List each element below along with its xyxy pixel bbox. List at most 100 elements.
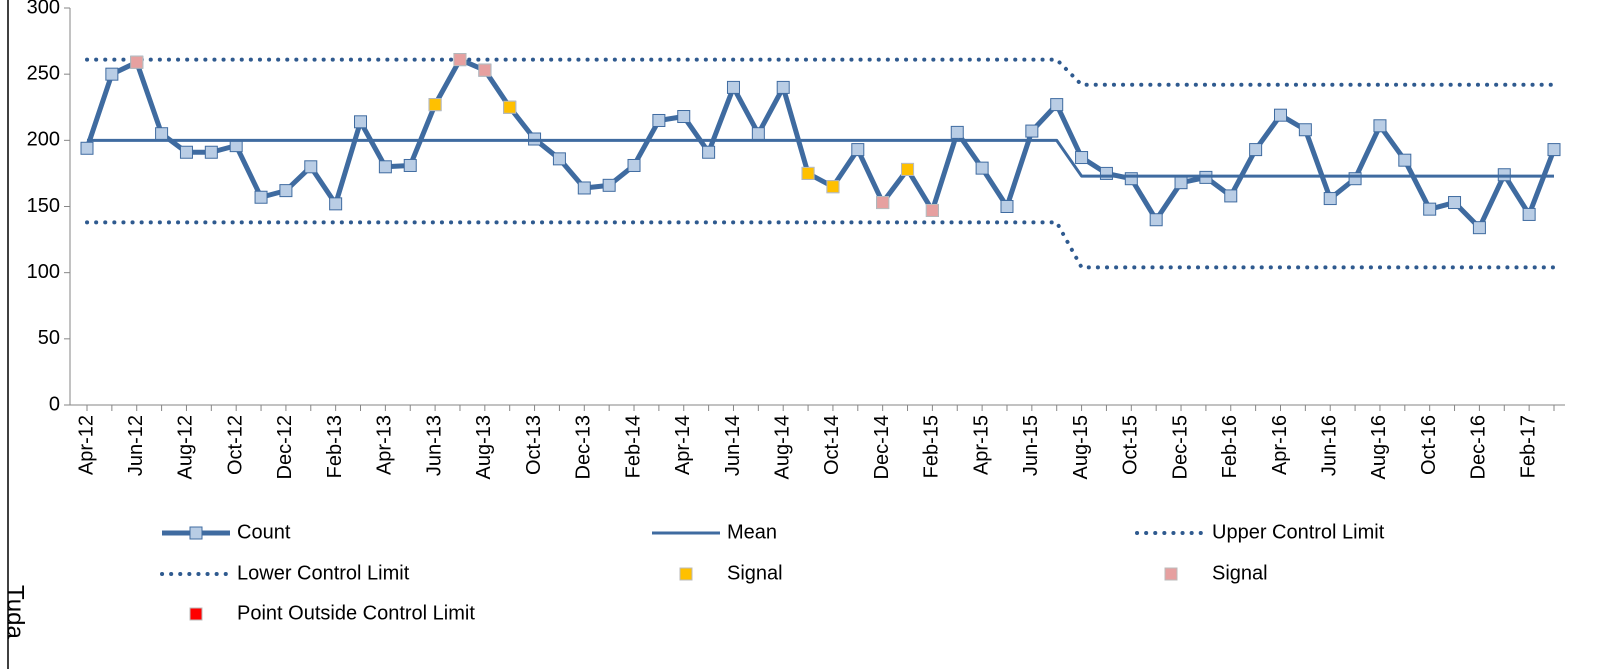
marker [478, 63, 492, 77]
series-line [85, 220, 1556, 270]
marker [1000, 200, 1014, 213]
x-tick-label: Oct-13 [523, 415, 545, 475]
y-tick-label: 250 [27, 62, 60, 84]
marker [1423, 202, 1437, 216]
x-tick-label: Dec-16 [1468, 415, 1490, 479]
x-tick-label: Dec-14 [871, 415, 893, 479]
marker [1522, 207, 1536, 221]
marker [428, 98, 442, 112]
x-tick-label: Feb-15 [921, 415, 943, 478]
marker [552, 152, 566, 166]
marker [403, 158, 417, 172]
x-tick-label: Aug-12 [175, 415, 197, 480]
marker [826, 180, 840, 194]
marker [726, 80, 740, 94]
marker [1224, 189, 1238, 203]
marker [80, 141, 94, 155]
marker [179, 145, 193, 159]
x-tick-label: Aug-15 [1070, 415, 1092, 480]
x-tick-label: Feb-13 [324, 415, 346, 478]
marker [876, 196, 890, 210]
x-tick-label: Jun-13 [423, 415, 445, 476]
marker [453, 53, 467, 67]
marker [1174, 176, 1188, 190]
marker [204, 145, 218, 159]
y-tick-label: 100 [27, 261, 60, 283]
legend-label: Signal [1212, 562, 1268, 584]
marker [1050, 98, 1064, 112]
x-tick-label: Aug-14 [771, 415, 793, 480]
marker [1472, 221, 1486, 235]
marker [1149, 213, 1163, 227]
legend-label: Upper Control Limit [1212, 521, 1385, 543]
marker [1273, 108, 1287, 122]
marker [378, 160, 392, 174]
x-tick-label: Apr-13 [374, 415, 396, 475]
x-tick-label: Aug-13 [473, 415, 495, 480]
x-tick-label: Oct-15 [1120, 415, 1142, 475]
marker [1075, 151, 1089, 165]
marker [279, 184, 293, 198]
marker [627, 158, 641, 172]
x-tick-label: Feb-16 [1219, 415, 1241, 478]
marker [851, 143, 865, 157]
marker [677, 110, 691, 124]
x-tick-label: Aug-16 [1368, 415, 1390, 480]
marker [950, 125, 964, 139]
x-tick-label: Apr-14 [672, 415, 694, 475]
marker [304, 160, 318, 174]
marker [1448, 196, 1462, 210]
legend-marker [189, 607, 203, 621]
marker [801, 166, 815, 180]
series-line [85, 57, 1556, 87]
marker [130, 55, 144, 69]
x-tick-label: Apr-16 [1269, 415, 1291, 475]
marker [975, 161, 989, 175]
marker [1323, 192, 1337, 206]
legend-label: Mean [727, 521, 777, 543]
legend-marker [1164, 567, 1178, 581]
legend-label: Signal [727, 562, 783, 584]
y-tick-label: 200 [27, 129, 60, 151]
marker [925, 203, 939, 217]
x-tick-label: Dec-12 [274, 415, 296, 479]
marker [1249, 143, 1263, 157]
marker [702, 145, 716, 159]
marker [354, 115, 368, 129]
x-tick-label: Oct-12 [224, 415, 246, 475]
x-tick-label: Jun-15 [1020, 415, 1042, 476]
marker [1547, 143, 1561, 157]
marker [155, 127, 169, 141]
x-tick-label: Oct-14 [821, 415, 843, 475]
marker [602, 178, 616, 192]
x-tick-label: Jun-12 [125, 415, 147, 476]
marker [1124, 172, 1138, 186]
marker [1298, 123, 1312, 137]
marker [1025, 124, 1039, 138]
marker [1373, 119, 1387, 133]
x-tick-label: Dec-13 [573, 415, 595, 479]
x-tick-label: Jun-16 [1319, 415, 1341, 476]
y-tick-label: 0 [49, 393, 60, 415]
y-tick-label: 300 [27, 0, 60, 18]
x-tick-label: Apr-12 [75, 415, 97, 475]
legend-label: Lower Control Limit [237, 562, 410, 584]
marker [254, 190, 268, 204]
y-tick-label: 150 [27, 195, 60, 217]
annotation: Tuda [2, 585, 29, 639]
x-tick-label: Apr-15 [970, 415, 992, 475]
x-tick-label: Jun-14 [722, 415, 744, 476]
legend-marker [189, 526, 203, 540]
marker [901, 162, 915, 176]
series-line [87, 138, 1554, 178]
x-tick-label: Feb-14 [622, 415, 644, 478]
x-tick-label: Feb-17 [1517, 415, 1539, 478]
marker [329, 197, 343, 211]
marker [105, 67, 119, 81]
marker [1348, 172, 1362, 186]
marker [577, 181, 591, 195]
y-tick-label: 50 [38, 327, 60, 349]
marker [652, 113, 666, 127]
x-tick-label: Oct-16 [1418, 415, 1440, 475]
legend-label: Count [237, 521, 291, 543]
